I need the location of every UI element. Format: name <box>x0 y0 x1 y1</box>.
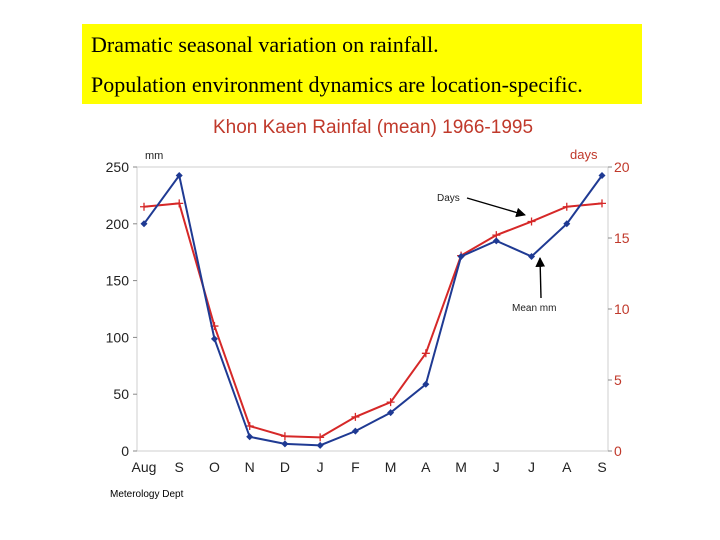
series-1-point <box>316 441 324 449</box>
series-1-point <box>528 252 536 260</box>
series-1-point <box>175 172 183 180</box>
right-axis-tick-label: 5 <box>614 372 622 388</box>
series-0-point <box>175 199 184 208</box>
left-axis-tick-label: 50 <box>113 386 129 402</box>
series-1-point <box>563 220 571 228</box>
left-axis-tick-label: 200 <box>106 216 130 232</box>
right-axis-tick-label: 20 <box>614 159 630 175</box>
left-axis-tick-label: 250 <box>106 159 130 175</box>
series-line-1 <box>143 173 603 447</box>
x-axis-tick-label: O <box>209 459 220 475</box>
series-1-point <box>210 335 218 343</box>
series-1-point <box>598 172 606 180</box>
x-axis-tick-label: J <box>317 459 324 475</box>
chart-title: Khon Kaen Rainfal (mean) 1966-1995 <box>213 117 533 138</box>
x-axis-tick-label: A <box>421 459 431 475</box>
x-axis-tick-label: Aug <box>132 459 157 475</box>
series-0-point <box>280 432 289 441</box>
right-axis-unit-label: days <box>570 147 598 162</box>
series-1-point <box>281 440 289 448</box>
series-1-point <box>246 433 254 441</box>
series-0-point <box>316 433 325 442</box>
annotation-mean-mm-arrow <box>535 257 546 299</box>
series-1-point <box>457 252 465 260</box>
x-axis-tick-label: S <box>175 459 184 475</box>
left-axis-tick-label: 150 <box>106 273 130 289</box>
x-axis-tick-label: M <box>455 459 467 475</box>
series-1-point <box>351 427 359 435</box>
series-0-point <box>140 202 148 211</box>
annotation-days-arrow <box>466 197 526 218</box>
left-axis-unit-label: mm <box>145 150 163 162</box>
series-0-point <box>562 202 571 211</box>
x-axis-tick-label: S <box>597 459 606 475</box>
source-label: Meterology Dept <box>110 489 184 500</box>
series-0-point <box>386 398 395 407</box>
caption-line-2: Population environment dynamics are loca… <box>91 72 583 97</box>
annotation-mean-mm-label: Mean mm <box>512 303 556 314</box>
series-0-point <box>421 349 430 358</box>
series-1-point <box>422 380 430 388</box>
series-0-point <box>351 412 360 421</box>
series-1-point <box>387 409 395 417</box>
series-line-0 <box>143 202 603 439</box>
series-1-point <box>492 237 500 245</box>
left-axis-tick-label: 0 <box>121 443 129 459</box>
right-axis-tick-label: 10 <box>614 301 630 317</box>
series-1-point <box>140 220 148 228</box>
annotation-days-label: Days <box>437 193 460 204</box>
x-axis-tick-label: D <box>280 459 290 475</box>
x-axis-tick-label: M <box>385 459 397 475</box>
caption-line-1: Dramatic seasonal variation on rainfall. <box>91 32 439 57</box>
x-axis-tick-label: J <box>493 459 500 475</box>
x-axis-tick-label: F <box>351 459 360 475</box>
caption-banner: Dramatic seasonal variation on rainfall.… <box>82 24 642 104</box>
x-axis-tick-label: J <box>528 459 535 475</box>
x-axis-tick-label: A <box>562 459 572 475</box>
right-axis-tick-label: 15 <box>614 230 630 246</box>
right-axis-tick-label: 0 <box>614 443 622 459</box>
left-axis-tick-label: 100 <box>106 329 130 345</box>
series-0-point <box>527 217 536 226</box>
series-0-point <box>245 422 254 431</box>
x-axis-tick-label: N <box>245 459 255 475</box>
series-0-point <box>598 199 606 208</box>
